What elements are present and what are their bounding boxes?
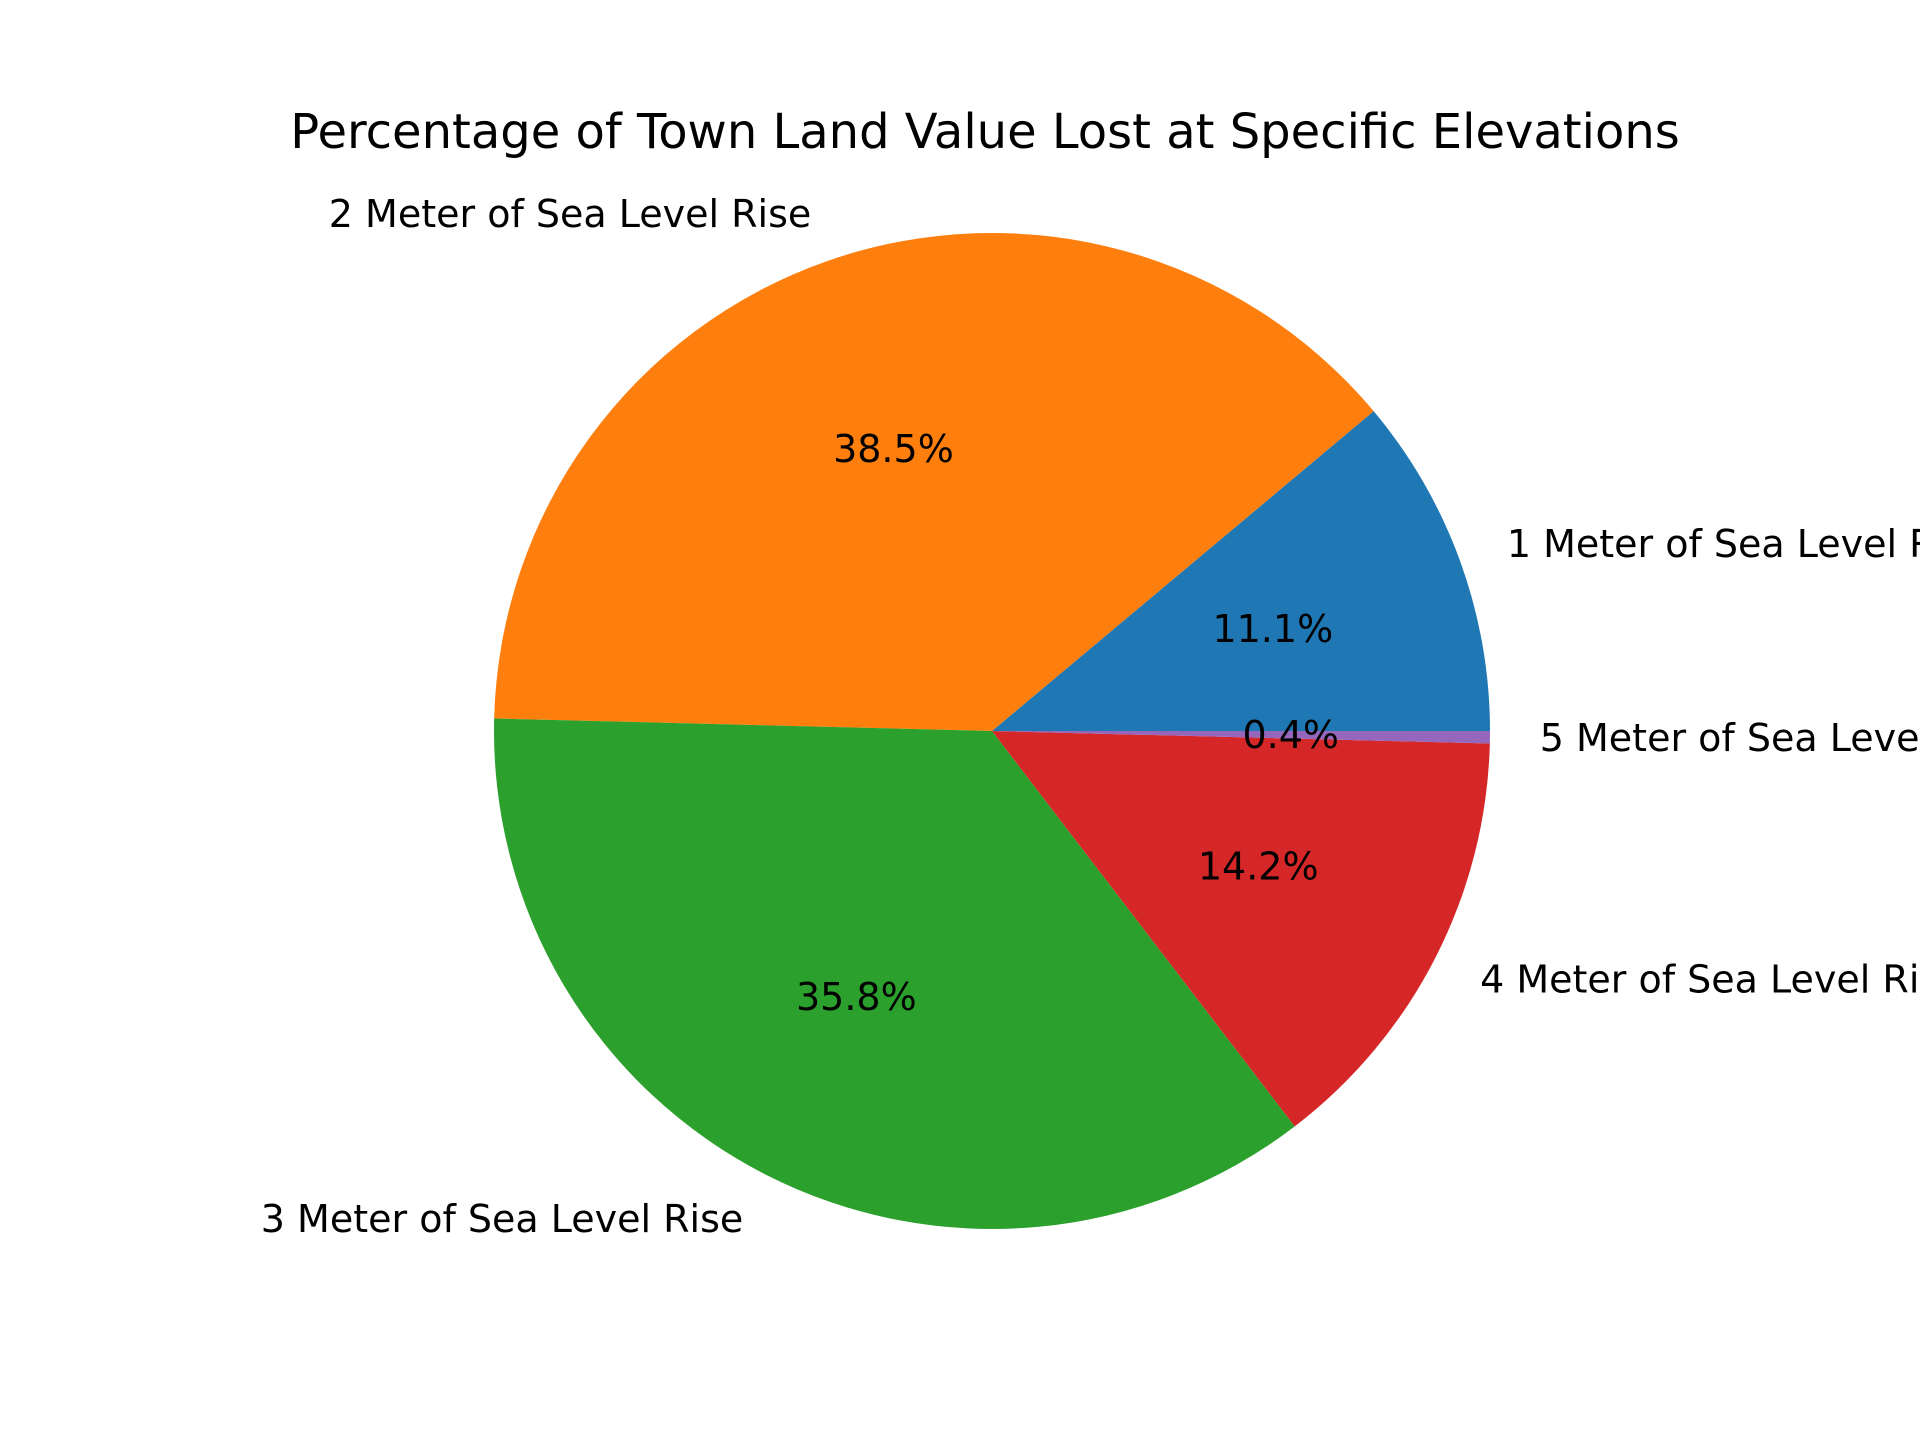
pie-category-label-1: 1 Meter of Sea Level Rise bbox=[1507, 522, 1920, 566]
category-labels: 1 Meter of Sea Level Rise 2 Meter of Sea … bbox=[261, 192, 1920, 1241]
pie-category-label-2: 2 Meter of Sea Level Rise bbox=[329, 192, 812, 236]
pie-slice-1 bbox=[992, 411, 1490, 731]
pie-category-label-4: 4 Meter of Sea Level Rise bbox=[1480, 958, 1920, 1002]
pie-slice-4 bbox=[992, 731, 1490, 1127]
pie-percent-label-3: 35.8% bbox=[796, 975, 917, 1019]
chart-title: Percentage of Town Land Value Lost at Sp… bbox=[290, 104, 1680, 160]
pie-percent-label-2: 38.5% bbox=[833, 427, 954, 471]
pie-slice-2 bbox=[494, 233, 1374, 731]
percentage-labels: 11.1% 38.5% 35.8% 14.2% 0.4% bbox=[796, 427, 1339, 1019]
pie-percent-label-1: 11.1% bbox=[1212, 607, 1333, 651]
pie-slice-3 bbox=[494, 718, 1295, 1229]
pie-category-label-3: 3 Meter of Sea Level Rise bbox=[261, 1197, 744, 1241]
pie-slices bbox=[494, 233, 1490, 1229]
pie-category-label-5: 5 Meter of Sea Level Rise bbox=[1540, 716, 1920, 760]
pie-slice-5 bbox=[992, 731, 1490, 744]
pie-percent-label-4: 14.2% bbox=[1198, 845, 1319, 889]
pie-percent-label-5: 0.4% bbox=[1243, 713, 1340, 757]
